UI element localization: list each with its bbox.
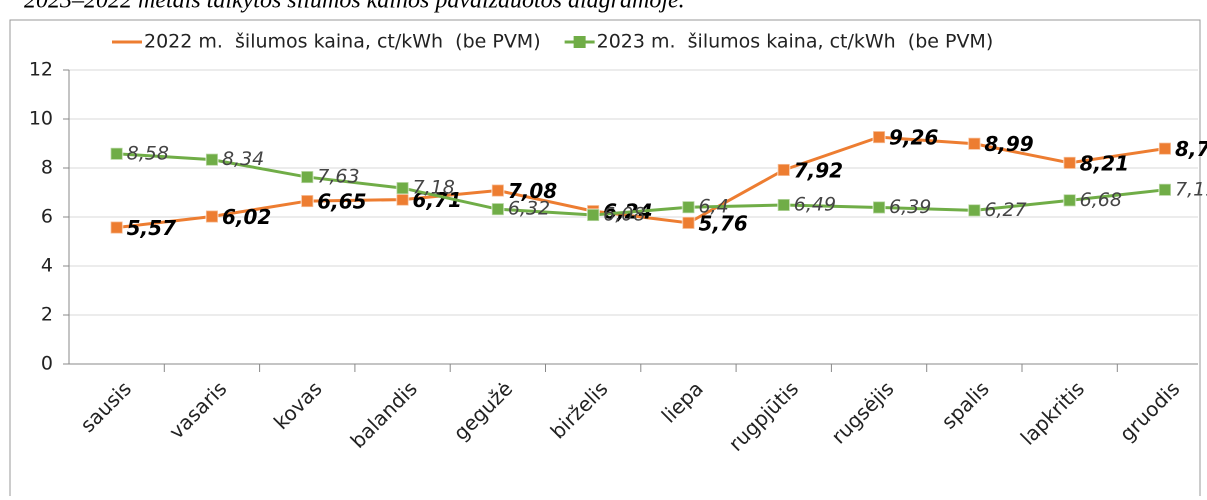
data-label: 8,58 — [127, 142, 169, 164]
x-tick-label: vasaris — [164, 376, 231, 443]
series-line — [116, 135, 1166, 230]
y-tick-label: 2 — [41, 304, 53, 326]
y-tick-label: 6 — [41, 206, 53, 228]
x-tick-label: rugsėjis — [826, 376, 898, 448]
y-tick-label: 12 — [29, 59, 53, 81]
chart-frame — [9, 19, 1201, 500]
data-label: 8,34 — [222, 148, 264, 170]
data-label: 6,68 — [1080, 189, 1122, 211]
legend-marker — [573, 36, 586, 48]
data-label: 8,21 — [1080, 151, 1129, 175]
point-marker — [681, 200, 696, 214]
series-line — [116, 152, 1166, 217]
x-tick-label: gegužė — [449, 376, 518, 445]
point-marker — [1062, 156, 1077, 170]
data-label: 6,39 — [889, 196, 931, 218]
caption: 2023–2022 metais taikytos šilumos kainos… — [24, 0, 685, 14]
data-label: 8,79 — [1175, 137, 1207, 161]
data-label: 5,76 — [698, 211, 747, 235]
data-label: 6,27 — [984, 199, 1026, 221]
x-tick-label: sausis — [75, 376, 136, 437]
point-marker — [300, 194, 314, 208]
point-marker — [205, 209, 219, 224]
legend-label: 2022 m. šilumos kaina, ct/kWh (be PVM) — [144, 31, 541, 53]
x-tick-label: gruodis — [1115, 376, 1185, 446]
point-marker — [1158, 183, 1172, 197]
data-label: 8,99 — [984, 132, 1033, 156]
point-marker — [109, 220, 124, 235]
point-marker — [395, 192, 410, 207]
data-label: 9,26 — [889, 126, 938, 150]
data-label: 6,4 — [698, 196, 728, 218]
point-marker — [586, 208, 600, 222]
data-label: 7,11 — [1175, 178, 1207, 200]
point-marker — [1158, 141, 1172, 156]
y-tick-label: 10 — [29, 108, 53, 130]
point-marker — [395, 181, 410, 195]
point-marker — [872, 130, 886, 144]
data-label: 7,18 — [413, 177, 455, 199]
x-tick-label: liepa — [657, 376, 708, 427]
point-marker — [491, 183, 505, 198]
point-marker — [205, 152, 219, 167]
point-marker — [777, 198, 791, 212]
data-label: 7,92 — [794, 158, 843, 182]
x-tick-label: birželis — [546, 376, 613, 443]
x-tick-label: rugpjūtis — [724, 376, 803, 455]
point-marker — [777, 163, 791, 177]
data-label: 6,65 — [317, 190, 366, 214]
legend-label: 2023 m. šilumos kaina, ct/kWh (be PVM) — [597, 31, 994, 53]
data-label: 6,49 — [794, 193, 836, 215]
x-tick-label: lapkritis — [1016, 376, 1089, 449]
x-tick-label: spalis — [937, 376, 994, 433]
data-label: 7,63 — [317, 166, 359, 188]
point-marker — [681, 216, 696, 230]
data-label: 6,32 — [508, 198, 550, 220]
data-label: 6,02 — [222, 205, 271, 229]
point-marker — [1062, 193, 1077, 208]
x-tick-label: balandis — [346, 376, 422, 452]
y-tick-label: 0 — [41, 353, 53, 375]
y-tick-label: 4 — [41, 255, 53, 277]
point-marker — [872, 200, 886, 215]
data-label: 5,57 — [127, 216, 176, 240]
point-marker — [300, 170, 314, 184]
data-label: 7,08 — [508, 179, 557, 203]
data-label: 6,08 — [603, 204, 645, 226]
y-tick-label: 8 — [41, 157, 53, 179]
x-tick-label: kovas — [269, 376, 327, 434]
point-marker — [491, 202, 505, 216]
point-marker — [967, 136, 982, 151]
point-marker — [109, 147, 124, 161]
point-marker — [967, 203, 982, 218]
